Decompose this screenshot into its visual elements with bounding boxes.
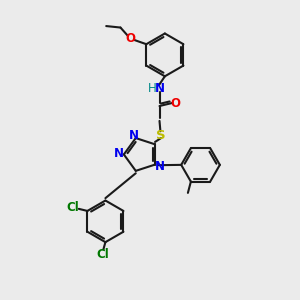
Text: N: N: [154, 160, 164, 172]
Text: N: N: [129, 130, 139, 142]
Text: H: H: [148, 82, 157, 95]
Text: O: O: [126, 32, 136, 45]
Text: N: N: [154, 82, 164, 95]
Text: Cl: Cl: [67, 202, 80, 214]
Text: Cl: Cl: [96, 248, 109, 260]
Text: S: S: [156, 129, 166, 142]
Text: N: N: [113, 147, 124, 161]
Text: O: O: [171, 97, 181, 110]
